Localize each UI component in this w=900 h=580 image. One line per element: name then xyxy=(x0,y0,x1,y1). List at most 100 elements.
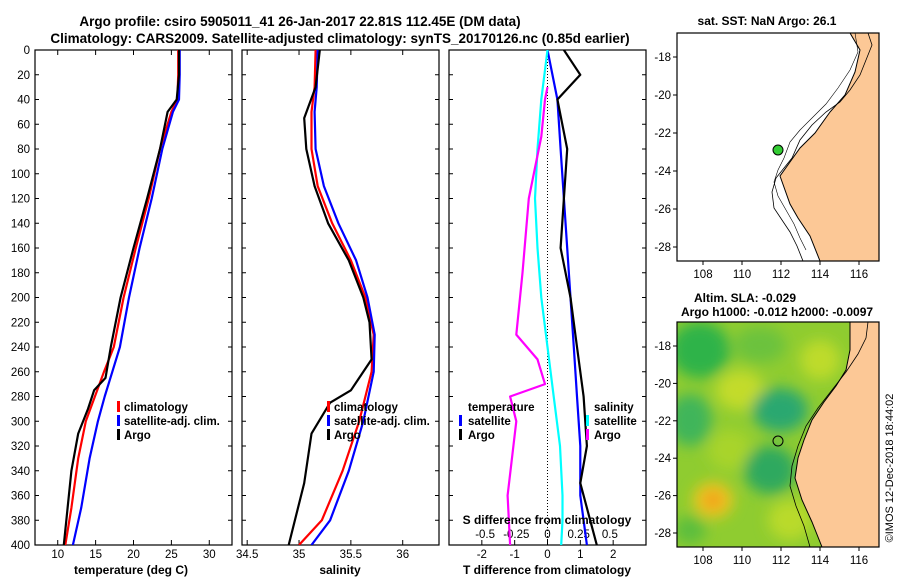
difference-x-tick-label: 1 xyxy=(577,549,583,561)
sst-map: sat. SST: NaN Argo: 26.1 -18 -20 -22 -24 -26… xyxy=(654,14,880,281)
sst-map-lon-label: 114 xyxy=(811,269,830,281)
temperature-panel: 10 15 20 25 30 temperature (deg C) climatolo… xyxy=(34,49,233,577)
legend-swatch-argo xyxy=(327,429,330,440)
sla-map-lat-label: -24 xyxy=(654,453,671,465)
sst-map-lat-label: -20 xyxy=(654,90,671,102)
salinity-frame xyxy=(241,49,440,546)
difference-legend-right: salinity satellite Argo xyxy=(586,402,637,442)
temperature-lines xyxy=(62,50,181,545)
sla-map-title-2: Argo h1000: -0.012 h2000: -0.0097 xyxy=(681,305,873,319)
depth-tick-labels: 0 20 40 60 80 100 120 140 160 180 200 220 240 260 280 3… xyxy=(11,45,30,552)
legend-climatology: climatology xyxy=(124,402,189,414)
legend-temperature-head: temperature xyxy=(468,402,534,414)
temperature-legend: climatology satellite-adj. clim. Argo xyxy=(117,401,220,442)
sst-map-lon-label: 110 xyxy=(733,269,751,281)
legend-swatch-satellite xyxy=(459,415,462,426)
temperature-ticks: 10 15 20 25 30 xyxy=(35,49,232,561)
title-line-2: Climatology: CARS2009. Satellite-adjuste… xyxy=(50,31,629,46)
temperature-x-tick-label: 15 xyxy=(89,549,102,561)
sla-field xyxy=(677,322,840,544)
depth-tick-label: 260 xyxy=(11,367,30,379)
sst-map-frame xyxy=(676,32,880,262)
difference-x-tick-label: -1 xyxy=(510,549,520,561)
sst-map-lon-label: 108 xyxy=(693,269,712,281)
sla-map-lon-label: 116 xyxy=(850,555,868,567)
title-line-1: Argo profile: csiro 5905011_41 26-Jan-20… xyxy=(79,14,520,29)
sst-map-lon-label: 112 xyxy=(772,269,790,281)
legend-swatch-satellite xyxy=(117,415,120,426)
sst-map-content xyxy=(771,33,879,261)
depth-tick-label: 60 xyxy=(17,119,30,131)
depth-tick-label: 200 xyxy=(11,293,30,305)
coastline-detail xyxy=(773,33,859,251)
salinity-ticks: 34.5 35 35.5 36 xyxy=(236,49,439,561)
salinity-panel: 34.5 35 35.5 36 salinity climatology satell… xyxy=(236,49,440,577)
temperature-series-argo xyxy=(62,50,181,545)
legend-swatch-satellite xyxy=(586,415,589,426)
difference-x2-tick-label: -0.25 xyxy=(503,529,529,541)
sla-map: Altim. SLA: -0.029 Argo h1000: -0.012 h2… xyxy=(654,291,880,567)
sla-map-content xyxy=(677,322,879,547)
difference-x-tick-label: 2 xyxy=(610,549,616,561)
difference-series-salinity-satellite xyxy=(533,50,564,545)
legend-swatch-argo xyxy=(459,429,462,440)
sla-map-lon-label: 108 xyxy=(693,555,712,567)
sst-map-lat-label: -28 xyxy=(654,242,671,254)
argo-position-marker xyxy=(772,435,784,447)
legend-swatch-climatology xyxy=(327,401,330,412)
depth-tick-label: 360 xyxy=(11,491,30,503)
sst-map-lat-label: -24 xyxy=(654,166,671,178)
sla-map-lat-label: -18 xyxy=(654,341,671,353)
salinity-series-satellite-adj-clim- xyxy=(310,50,376,545)
depth-tick-label: 100 xyxy=(11,169,30,181)
sla-map-lat-label: -26 xyxy=(654,491,671,503)
legend-argo: Argo xyxy=(468,430,495,442)
depth-tick-label: 220 xyxy=(11,317,30,329)
difference-series-salinity-argo xyxy=(506,86,549,545)
legend-swatch-argo xyxy=(586,429,589,440)
depth-tick-label: 40 xyxy=(17,95,30,107)
difference-panel: -2 -1 0 1 2-0.5 -0.25 0 0.25 0.5 T difference fr… xyxy=(448,49,647,577)
temperature-x-tick-label: 25 xyxy=(165,549,178,561)
salinity-series-argo xyxy=(287,50,373,545)
sla-map-lon-label: 112 xyxy=(772,555,790,567)
depth-tick-label: 340 xyxy=(11,466,30,478)
land-mass xyxy=(779,33,879,261)
temperature-x-tick-label: 20 xyxy=(127,549,140,561)
bathymetry-contour xyxy=(771,33,873,261)
sla-map-title-1: Altim. SLA: -0.029 xyxy=(694,291,796,305)
salinity-xlabel: salinity xyxy=(319,563,361,577)
land-mass xyxy=(794,322,879,547)
legend-argo: Argo xyxy=(594,430,621,442)
salinity-x-tick-label: 34.5 xyxy=(236,549,258,561)
depth-tick-label: 80 xyxy=(17,144,30,156)
temperature-xlabel: temperature (deg C) xyxy=(74,563,188,577)
depth-tick-label: 400 xyxy=(11,540,30,552)
sla-map-lat-label: -20 xyxy=(654,378,671,390)
legend-swatch-climatology xyxy=(117,401,120,412)
difference-lines xyxy=(506,50,598,545)
salinity-lines xyxy=(287,50,376,545)
depth-tick-label: 0 xyxy=(24,45,30,57)
legend-swatch-argo xyxy=(117,429,120,440)
depth-tick-label: 240 xyxy=(11,342,30,354)
sla-map-lat-label: -22 xyxy=(654,416,671,428)
sst-map-lat-label: -18 xyxy=(654,52,671,64)
depth-tick-label: 140 xyxy=(11,218,30,230)
depth-tick-label: 320 xyxy=(11,441,30,453)
depth-tick-label: 280 xyxy=(11,392,30,404)
temperature-series-climatology xyxy=(64,50,180,545)
copyright-caption: ©IMOS 12-Dec-2018 18:44:02 xyxy=(884,394,896,543)
temperature-x-tick-label: 30 xyxy=(203,549,216,561)
salinity-legend: climatology satellite-adj. clim. Argo xyxy=(327,401,430,442)
sst-map-lon-label: 116 xyxy=(850,269,868,281)
temperature-x-tick-label: 10 xyxy=(51,549,64,561)
sla-map-lon-label: 110 xyxy=(733,555,751,567)
difference-series-temperature-argo xyxy=(556,50,598,545)
salinity-x-tick-label: 35 xyxy=(293,549,306,561)
depth-tick-label: 180 xyxy=(11,268,30,280)
legend-argo: Argo xyxy=(124,430,151,442)
t-difference-xlabel: T difference from climatology xyxy=(463,563,631,577)
salinity-x-tick-label: 36 xyxy=(396,549,409,561)
